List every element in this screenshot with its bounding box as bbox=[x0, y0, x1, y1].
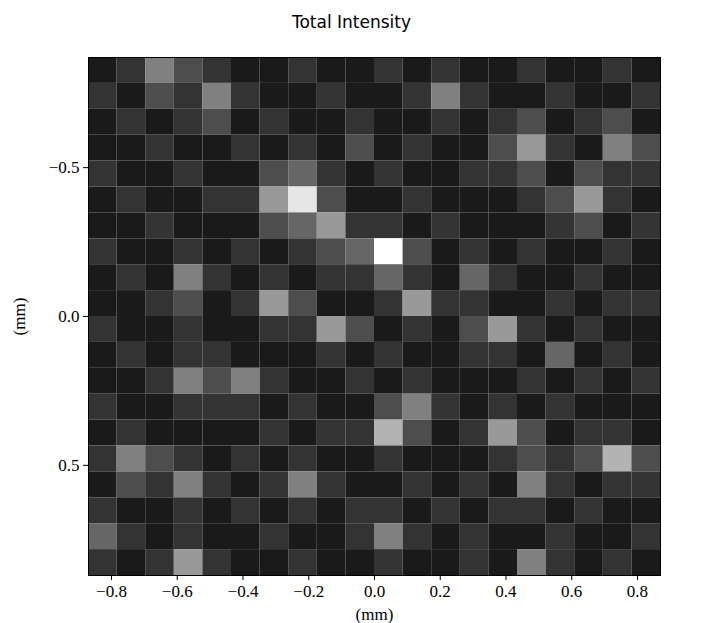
svg-text:0.0: 0.0 bbox=[58, 307, 79, 326]
svg-text:−0.5: −0.5 bbox=[49, 158, 80, 177]
svg-text:−0.2: −0.2 bbox=[293, 582, 324, 601]
svg-text:0.2: 0.2 bbox=[430, 582, 451, 601]
svg-text:−0.8: −0.8 bbox=[96, 582, 127, 601]
svg-text:0.8: 0.8 bbox=[627, 582, 648, 601]
svg-text:(mm): (mm) bbox=[10, 298, 29, 336]
html-text:Total Intensity: Total Intensity bbox=[291, 12, 411, 32]
svg-text:−0.4: −0.4 bbox=[228, 582, 259, 601]
svg-text:0.6: 0.6 bbox=[561, 582, 582, 601]
svg-text:−0.6: −0.6 bbox=[162, 582, 193, 601]
svg-text:0.4: 0.4 bbox=[495, 582, 517, 601]
svg-text:0.0: 0.0 bbox=[364, 582, 385, 601]
svg-text:0.5: 0.5 bbox=[58, 456, 79, 475]
svg-text:(mm): (mm) bbox=[356, 605, 394, 623]
